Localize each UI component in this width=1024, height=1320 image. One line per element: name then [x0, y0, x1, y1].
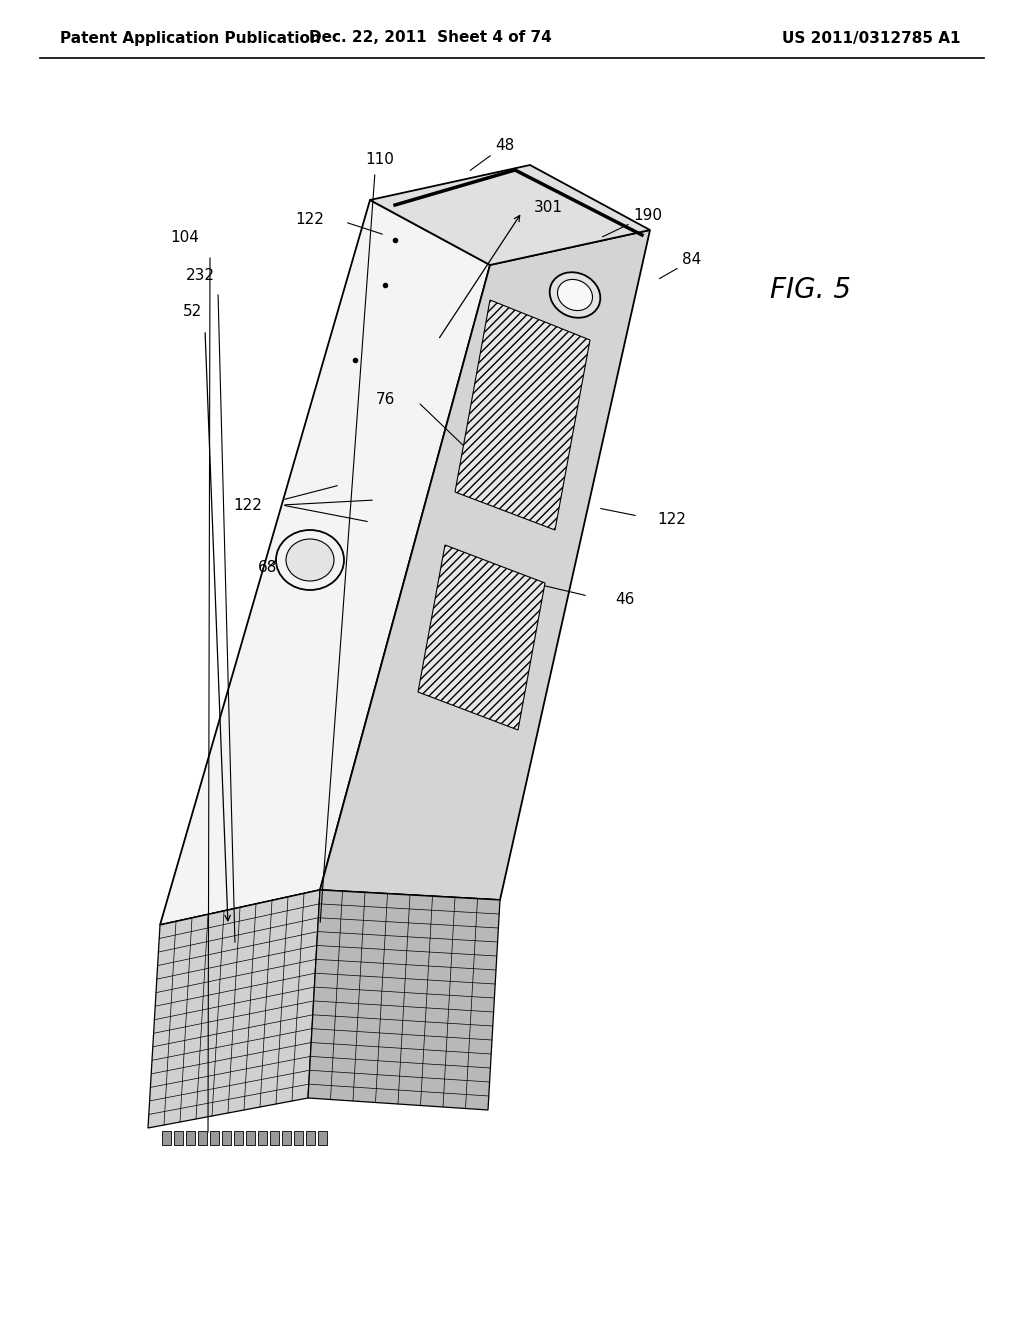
- Text: 301: 301: [534, 201, 562, 215]
- Polygon shape: [160, 890, 500, 960]
- Bar: [210, 1131, 219, 1144]
- Bar: [234, 1131, 243, 1144]
- Polygon shape: [160, 201, 490, 925]
- Bar: [198, 1131, 207, 1144]
- Text: 122: 122: [233, 498, 262, 512]
- Polygon shape: [370, 165, 650, 265]
- Text: 48: 48: [470, 137, 515, 170]
- Text: 46: 46: [615, 593, 635, 607]
- Text: Dec. 22, 2011  Sheet 4 of 74: Dec. 22, 2011 Sheet 4 of 74: [308, 30, 551, 45]
- Text: Patent Application Publication: Patent Application Publication: [60, 30, 321, 45]
- Polygon shape: [148, 890, 319, 1129]
- Ellipse shape: [550, 272, 600, 318]
- Text: 104: 104: [171, 231, 200, 246]
- Text: FIG. 5: FIG. 5: [770, 276, 851, 304]
- Text: 76: 76: [376, 392, 394, 408]
- Text: 122: 122: [657, 512, 686, 528]
- Text: 52: 52: [182, 305, 202, 319]
- Text: 190: 190: [602, 207, 663, 236]
- Bar: [282, 1131, 291, 1144]
- Text: 232: 232: [185, 268, 214, 282]
- Bar: [162, 1131, 171, 1144]
- Bar: [258, 1131, 267, 1144]
- Bar: [294, 1131, 303, 1144]
- Ellipse shape: [276, 531, 344, 590]
- Text: 122: 122: [296, 213, 325, 227]
- Polygon shape: [319, 230, 650, 900]
- Text: 110: 110: [366, 153, 394, 168]
- Polygon shape: [418, 545, 545, 730]
- Bar: [246, 1131, 255, 1144]
- Ellipse shape: [286, 539, 334, 581]
- Bar: [306, 1131, 315, 1144]
- Text: 84: 84: [659, 252, 701, 279]
- Bar: [174, 1131, 183, 1144]
- Bar: [270, 1131, 279, 1144]
- Polygon shape: [455, 300, 590, 531]
- Ellipse shape: [557, 280, 593, 310]
- Bar: [186, 1131, 195, 1144]
- Bar: [222, 1131, 231, 1144]
- Bar: [318, 1131, 327, 1144]
- Polygon shape: [308, 890, 500, 1110]
- Text: 68: 68: [258, 560, 278, 576]
- Text: US 2011/0312785 A1: US 2011/0312785 A1: [781, 30, 961, 45]
